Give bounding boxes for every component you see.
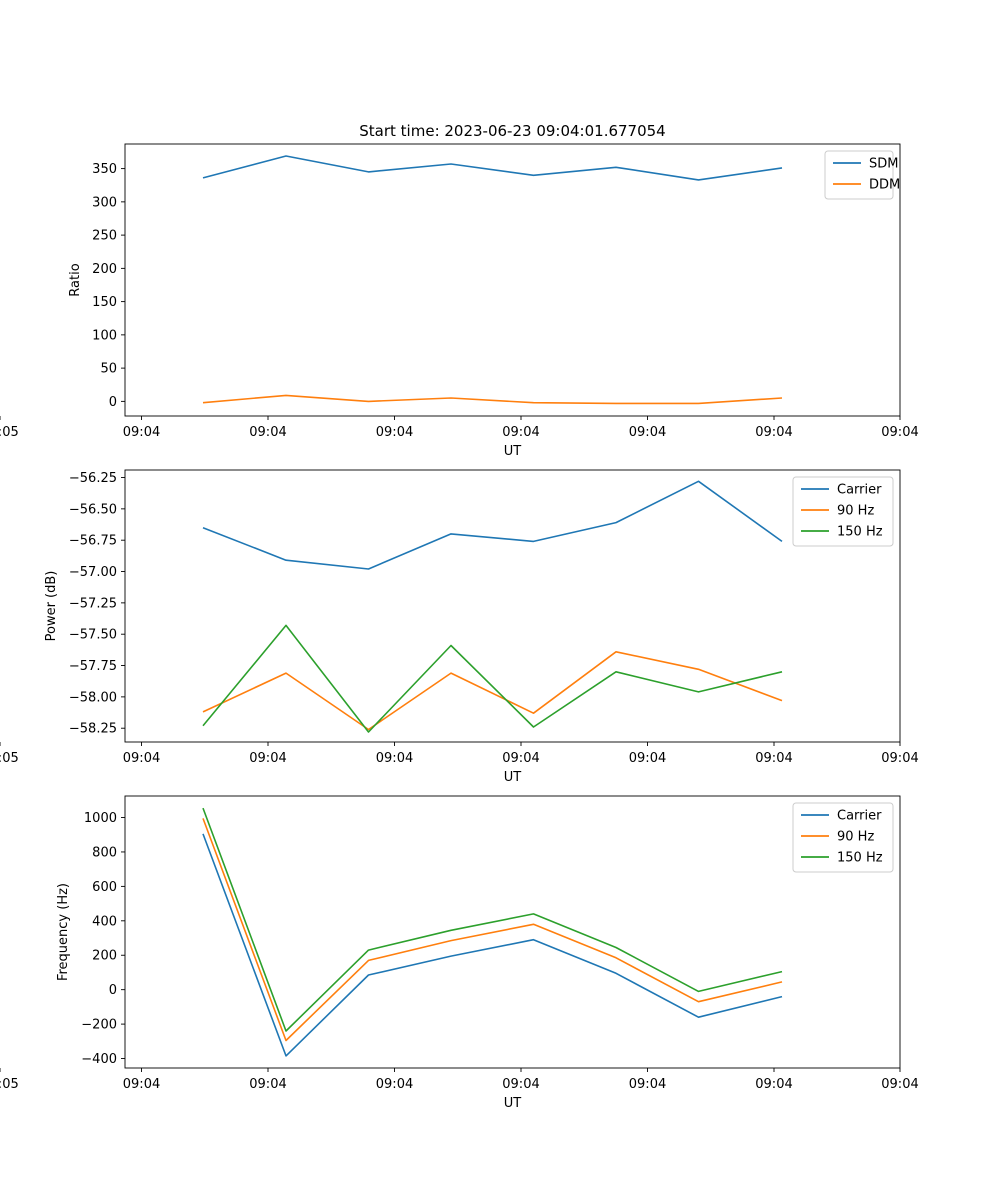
y-tick-label: −58.25 — [69, 722, 117, 737]
y-tick-label: −56.50 — [69, 502, 117, 517]
y-tick-label: −200 — [81, 1018, 117, 1033]
legend-label: Carrier — [837, 483, 882, 498]
legend-label: SDM — [869, 157, 898, 172]
x-tick-label: 09:04 — [502, 1077, 539, 1092]
x-tick-label: 09:05 — [0, 751, 19, 766]
y-tick-label: 0 — [109, 395, 117, 410]
x-tick-label: 09:04 — [249, 751, 286, 766]
x-tick-label: 09:04 — [123, 425, 160, 440]
y-tick-label: 600 — [92, 880, 117, 895]
x-axis-label: UT — [504, 1096, 522, 1111]
y-tick-label: 400 — [92, 914, 117, 929]
y-tick-label: 350 — [92, 162, 117, 177]
x-tick-label: 09:04 — [629, 425, 666, 440]
y-tick-label: 200 — [92, 949, 117, 964]
series-line-carrier — [202, 480, 783, 570]
series-line-90-hz — [202, 650, 783, 731]
legend: Carrier 90 Hz 150 Hz — [792, 802, 894, 873]
x-tick-label: 09:05 — [0, 1077, 19, 1092]
x-tick-label: 09:04 — [502, 751, 539, 766]
legend: Carrier 90 Hz 150 Hz — [792, 476, 894, 547]
legend: SDM DDM — [824, 150, 900, 200]
series-line-ddm — [202, 394, 783, 405]
x-tick-label: 09:04 — [123, 751, 160, 766]
y-axis-label: Power (dB) — [44, 571, 59, 642]
legend-label: 90 Hz — [837, 830, 874, 845]
axes-frame — [124, 795, 901, 1069]
legend-label: DDM — [869, 178, 900, 193]
y-tick-label: −58.00 — [69, 690, 117, 705]
chart-panel-3: 09:04 09:04 09:04 09:04 09:04 09:04 09:04 09:05… — [0, 795, 919, 1111]
legend-label: Carrier — [837, 809, 882, 824]
axes-frame — [124, 143, 901, 417]
y-tick-label: 150 — [92, 295, 117, 310]
x-tick-label: 09:04 — [755, 1077, 792, 1092]
x-tick-label: 09:04 — [376, 1077, 413, 1092]
x-tick-label: 09:04 — [123, 1077, 160, 1092]
x-tick-label: 09:04 — [629, 1077, 666, 1092]
y-tick-label: −57.75 — [69, 659, 117, 674]
y-tick-label: −56.75 — [69, 534, 117, 549]
y-tick-label: 300 — [92, 195, 117, 210]
x-axis-label: UT — [504, 444, 522, 459]
y-axis-label: Frequency (Hz) — [56, 883, 71, 981]
series-line-90-hz — [202, 818, 783, 1042]
y-tick-label: 50 — [100, 362, 117, 377]
y-tick-label: 200 — [92, 262, 117, 277]
axes-frame — [124, 469, 901, 743]
y-tick-label: 0 — [109, 983, 117, 998]
chart-panel-2: 09:04 09:04 09:04 09:04 09:04 09:04 09:04 09:05… — [0, 469, 919, 785]
x-tick-label: 09:04 — [881, 425, 918, 440]
legend-box — [792, 802, 894, 873]
legend-label: 150 Hz — [837, 525, 883, 540]
y-tick-label: −57.25 — [69, 596, 117, 611]
series-line-carrier — [202, 833, 783, 1057]
y-tick-label: 800 — [92, 845, 117, 860]
y-tick-label: −57.50 — [69, 628, 117, 643]
x-tick-label: 09:04 — [755, 425, 792, 440]
series-line-150-hz — [202, 807, 783, 1032]
figure-title: Start time: 2023-06-23 09:04:01.677054 — [359, 122, 665, 140]
y-tick-label: 1000 — [84, 811, 117, 826]
x-tick-label: 09:04 — [881, 751, 918, 766]
x-tick-label: 09:04 — [755, 751, 792, 766]
y-tick-label: −400 — [81, 1052, 117, 1067]
x-tick-label: 09:04 — [249, 425, 286, 440]
x-tick-label: 09:04 — [881, 1077, 918, 1092]
y-tick-label: −57.00 — [69, 565, 117, 580]
y-axis-label: Ratio — [68, 263, 83, 296]
x-axis-label: UT — [504, 770, 522, 785]
legend-box — [792, 476, 894, 547]
y-tick-label: 100 — [92, 328, 117, 343]
x-tick-label: 09:04 — [376, 751, 413, 766]
legend-label: 150 Hz — [837, 851, 883, 866]
x-tick-label: 09:04 — [502, 425, 539, 440]
x-tick-label: 09:04 — [249, 1077, 286, 1092]
chart-panel-1: 09:04 09:04 09:04 09:04 09:04 09:04 09:04 09:05… — [0, 143, 919, 459]
x-tick-label: 09:04 — [629, 751, 666, 766]
x-tick-label: 09:05 — [0, 425, 19, 440]
y-tick-label: 250 — [92, 229, 117, 244]
legend-label: 90 Hz — [837, 504, 874, 519]
y-tick-label: −56.25 — [69, 471, 117, 486]
series-line-sdm — [202, 155, 783, 181]
series-line-150-hz — [202, 624, 783, 733]
x-tick-label: 09:04 — [376, 425, 413, 440]
